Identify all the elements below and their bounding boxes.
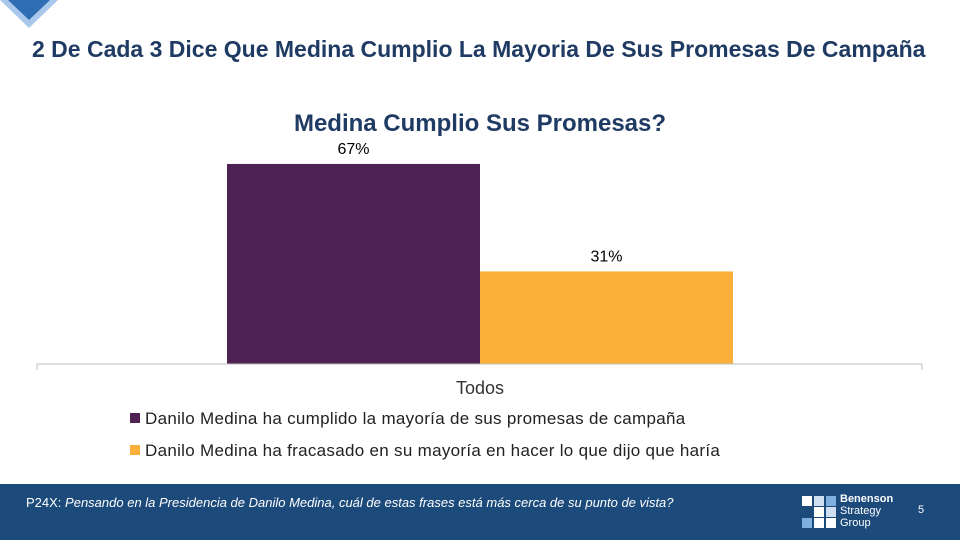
- data-label-series-2: 31%: [590, 248, 622, 265]
- slide-title: 2 De Cada 3 Dice Que Medina Cumplio La M…: [32, 36, 926, 62]
- logo-line-1: Benenson: [840, 493, 894, 505]
- bar-chart: Medina Cumplio Sus Promesas? 67% 31% Todos D…: [36, 110, 923, 460]
- logo-line-3: Group: [840, 517, 871, 529]
- logo-line-2: Strategy: [840, 505, 881, 517]
- legend-swatch-1: [130, 413, 140, 423]
- question-code: P24X:: [26, 495, 62, 510]
- data-label-series-1: 67%: [337, 141, 369, 158]
- bar-series-2: [480, 271, 733, 364]
- bar-series-1: [227, 163, 480, 364]
- question-text: Pensando en la Presidencia de Danilo Med…: [65, 495, 674, 510]
- footer-bar: P24X: Pensando en la Presidencia de Dani…: [0, 484, 960, 540]
- bsg-logo-icon: [802, 496, 836, 528]
- chart-title: Medina Cumplio Sus Promesas?: [294, 110, 666, 137]
- logo-wordmark: Benenson Strategy Group: [840, 493, 920, 529]
- legend-label-2: Danilo Medina ha fracasado en su mayoría…: [145, 441, 720, 460]
- company-logo: Benenson Strategy Group: [802, 492, 912, 532]
- corner-decoration: [0, 0, 58, 28]
- legend-swatch-2: [130, 445, 140, 455]
- category-label: Todos: [456, 378, 504, 398]
- question-note: P24X: Pensando en la Presidencia de Dani…: [26, 494, 786, 511]
- page-number: 5: [918, 504, 925, 516]
- legend-label-1: Danilo Medina ha cumplido la mayoría de …: [145, 409, 686, 428]
